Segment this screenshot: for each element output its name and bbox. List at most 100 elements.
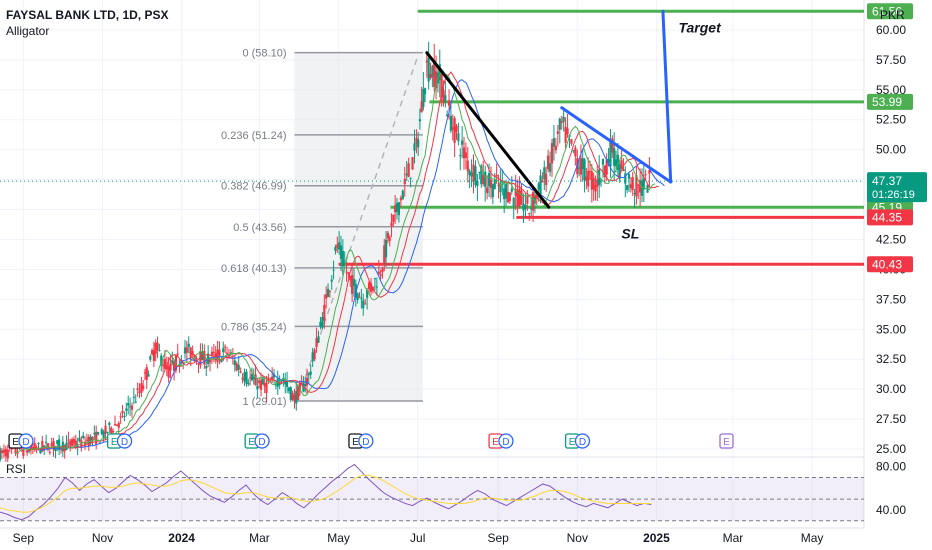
candle-body (379, 274, 382, 276)
candle-body (642, 178, 645, 190)
candle-body (323, 304, 326, 321)
symbol-title[interactable]: FAYSAL BANK LTD, 1D, PSX (6, 8, 169, 22)
event-marker-e[interactable]: E (719, 433, 734, 449)
candle-body (512, 197, 515, 206)
event-marker-d[interactable]: D (498, 433, 514, 449)
event-marker-d[interactable]: D (574, 433, 591, 449)
candle-body (319, 321, 322, 328)
candle-body (289, 387, 292, 400)
candle-body (149, 356, 152, 360)
candle-body (564, 126, 567, 143)
candle-body (528, 213, 531, 215)
rsi-legend[interactable]: RSI (6, 462, 27, 476)
candle-body (470, 172, 473, 177)
candle-body (225, 352, 229, 355)
fibonacci-retracement[interactable]: 0 (58.10) 0.236 (51.24) 0.382 (46.99) 0.5 (… (221, 48, 423, 408)
event-marker-d[interactable]: D (116, 433, 133, 449)
candle-body (423, 88, 427, 95)
horizontal-levels[interactable] (338, 9, 864, 266)
candle-body (377, 271, 380, 274)
candle-body (205, 365, 208, 369)
candle-body (609, 141, 612, 167)
candle-body (605, 159, 608, 175)
candle-body (125, 408, 128, 411)
candle-body (530, 208, 533, 210)
candle-body (82, 435, 85, 438)
candle-body (216, 349, 219, 362)
candle-body (50, 443, 53, 447)
candle-body (171, 360, 174, 364)
fib-level-label: 0.618 (40.13) (221, 263, 286, 275)
candle-body (461, 140, 464, 145)
candle-body (4, 448, 7, 457)
trend-line[interactable] (661, 9, 673, 184)
event-marker-e[interactable]: E (107, 433, 122, 449)
chart-annotations: Target SL (621, 19, 722, 241)
candle-body (326, 288, 330, 298)
event-marker-d[interactable]: D (358, 433, 374, 449)
candle-body (629, 184, 632, 189)
candle-body (417, 139, 420, 148)
candle-body (172, 361, 176, 371)
event-marker-e[interactable]: E (564, 433, 580, 449)
candle-body (545, 173, 548, 186)
candle-body (183, 347, 187, 354)
candle-body (309, 371, 312, 375)
time-axis[interactable]: Sep Nov 2024 Mar May Jul Sep Nov 2025 Mar May (13, 531, 824, 545)
candle-body (117, 423, 120, 428)
candle-body (411, 157, 414, 170)
candle-body (307, 373, 310, 376)
candle-body (305, 377, 309, 386)
trend-lines[interactable] (425, 9, 673, 209)
candle-body (613, 147, 616, 166)
candle-body (360, 298, 363, 300)
time-tick-label: Mar (723, 531, 744, 545)
candle-body (39, 448, 42, 454)
candle-body (596, 179, 599, 187)
candle-body (341, 250, 344, 267)
candle-body (637, 184, 640, 186)
candle-body (455, 125, 458, 132)
candle-body (328, 290, 331, 292)
candle-body (499, 183, 502, 193)
candle-body (627, 174, 631, 179)
candle-body (535, 193, 538, 198)
indicator-legend[interactable]: Alligator (6, 24, 50, 38)
trend-line[interactable] (560, 106, 673, 184)
time-tick-label: Sep (487, 531, 509, 545)
candle-body (413, 143, 416, 151)
event-marker-e[interactable]: E (348, 433, 363, 449)
rsi-pane (0, 463, 864, 522)
candlestick-series (0, 41, 651, 463)
candle-body (384, 239, 388, 258)
time-tick-label: Nov (567, 531, 588, 545)
event-marker-e[interactable]: E (8, 433, 23, 449)
candle-body (579, 158, 583, 175)
candle-body (601, 158, 605, 165)
price-tag-text: 53.99 (872, 95, 902, 109)
time-tick-label: 2024 (168, 531, 195, 545)
candle-body (78, 437, 81, 441)
candle-body (145, 367, 148, 380)
candle-body (41, 440, 44, 452)
candle-body (187, 343, 190, 348)
candle-body (616, 154, 619, 171)
event-marker-d[interactable]: D (254, 433, 270, 449)
currency-label[interactable]: PKR (880, 8, 905, 22)
candle-body (618, 164, 621, 179)
candle-body (48, 452, 51, 454)
candle-body (233, 360, 236, 366)
candle-body (388, 237, 391, 241)
candle-body (128, 406, 132, 408)
candle-body (607, 159, 610, 163)
candle-body (570, 139, 573, 144)
candle-body (256, 386, 259, 390)
candle-body (185, 347, 188, 353)
event-marker-d[interactable]: D (18, 433, 34, 449)
candle-body (472, 164, 475, 181)
candle-body (325, 294, 328, 299)
price-tag-bg (867, 3, 913, 20)
candle-body (572, 150, 575, 152)
